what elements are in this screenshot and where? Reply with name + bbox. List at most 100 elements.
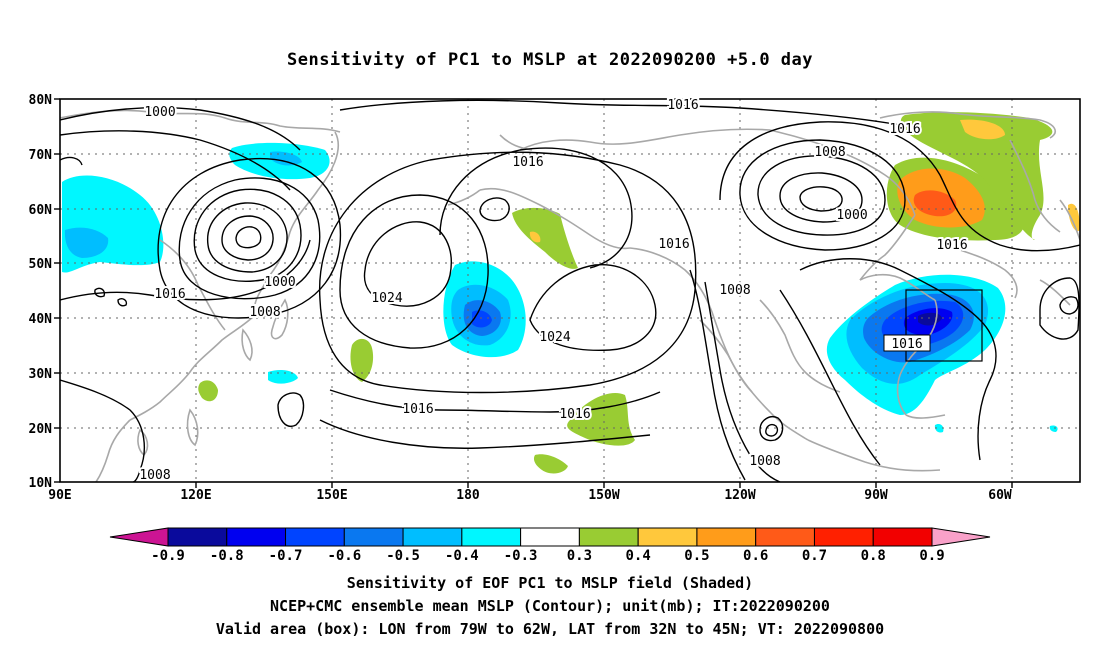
contour-1016-top <box>339 99 901 126</box>
negative-region-siberia-inner <box>64 227 109 258</box>
contour-pac-1016-south <box>329 389 661 413</box>
caption-line-1: Sensitivity of EOF PC1 to MSLP field (Sh… <box>346 574 754 592</box>
colorbar-low-end <box>109 527 169 547</box>
lon-label: 60W <box>988 488 1012 503</box>
contour-mid-1008-b <box>689 269 746 481</box>
contour-nw-small <box>60 156 83 166</box>
contour-mexico-ring <box>759 416 784 442</box>
contour-label: 1016 <box>154 287 185 302</box>
lat-label: 50N <box>29 257 53 272</box>
contour-label: 1000 <box>836 208 867 223</box>
contour-label: 1024 <box>539 330 570 345</box>
lon-label: 150W <box>588 488 619 503</box>
negative-region-japan-south <box>268 370 298 384</box>
contour-small-2 <box>94 287 106 298</box>
contour-np-1016-ring <box>439 147 633 269</box>
contour-na-low-outer <box>739 139 906 251</box>
lon-label: 90W <box>864 488 888 503</box>
colorbar-label: 0.9 <box>919 548 944 564</box>
contour-na-low-core <box>799 186 843 212</box>
contour-label: 1016 <box>889 122 920 137</box>
negative-region-siberia <box>62 175 164 273</box>
box-label-frame <box>883 334 931 352</box>
lon-label: 90E <box>48 488 71 503</box>
lat-label: 10N <box>29 476 53 491</box>
lon-label: 120W <box>724 488 755 503</box>
lon-label: 120E <box>180 488 211 503</box>
contour-label: 1008 <box>814 145 845 160</box>
contour-1000-west <box>60 106 301 151</box>
colorbar-swatch <box>343 527 404 547</box>
contour-label: 1008 <box>749 454 780 469</box>
positive-region-west-pacific <box>350 338 374 382</box>
colorbar-swatch <box>402 527 463 547</box>
sensitivity-shading <box>62 112 1080 474</box>
positive-region-alaska <box>512 207 578 269</box>
colorbar-label: -0.8 <box>210 548 244 564</box>
contour-small-1 <box>117 298 128 307</box>
contour-label: 1008 <box>719 283 750 298</box>
lon-label: 180 <box>456 488 480 503</box>
colorbar-label: 0.5 <box>684 548 709 564</box>
positive-region-greenland <box>900 112 1053 240</box>
negative-region-bering-inner <box>270 151 302 166</box>
contour-pac-1024-east <box>529 264 657 352</box>
contour-1008-west <box>60 130 291 191</box>
caption-line-2: NCEP+CMC ensemble mean MSLP (Contour); u… <box>270 597 830 615</box>
contour-label: 1008 <box>249 305 280 320</box>
lat-label: 80N <box>29 93 53 108</box>
lat-label: 70N <box>29 148 53 163</box>
colorbar-label: -0.5 <box>386 548 420 564</box>
colorbar-label: 0.4 <box>626 548 651 564</box>
valid-area-box <box>905 289 983 362</box>
contour-mid-1008 <box>704 281 781 482</box>
contour-pac-1024-west <box>363 221 452 307</box>
positive-region-hawaii <box>567 392 635 446</box>
contour-us-1016-b <box>779 289 881 466</box>
colorbar-swatch <box>285 527 345 547</box>
colorbar-label: 0.3 <box>567 548 592 564</box>
contour-asia-low-core <box>235 226 262 249</box>
colorbar-label: 0.8 <box>861 548 886 564</box>
colorbar-swatch <box>813 527 874 547</box>
contour-label: 1016 <box>512 155 543 170</box>
colorbar-label: -0.4 <box>445 548 479 564</box>
contour-us-1016 <box>799 258 997 461</box>
contour-asia-1008-outer <box>157 158 342 319</box>
colorbar-swatch <box>520 527 580 547</box>
lat-ticks <box>54 98 1013 488</box>
colorbar-swatch <box>226 527 287 547</box>
contour-label: 1008 <box>139 468 170 483</box>
colorbar-swatch <box>637 527 698 547</box>
colorbar-swatch <box>696 527 757 547</box>
colorbar-swatch <box>167 527 228 547</box>
colorbar-label: -0.3 <box>504 548 538 564</box>
colorbar-swatch <box>461 527 522 547</box>
lon-label: 150E <box>316 488 347 503</box>
contour-na-low-inner <box>779 172 863 223</box>
box-contour-label: 1016 <box>891 337 922 352</box>
contour-na-1016 <box>719 121 1080 252</box>
contour-labels: 1000 1016 1016 1016 1008 1000 1016 1000 … <box>137 96 969 485</box>
contour-pac-1016-west <box>339 194 489 349</box>
positive-region-alaska-yellow <box>529 231 541 243</box>
lat-label: 40N <box>29 312 53 327</box>
lat-label: 30N <box>29 367 53 382</box>
positive-region-south-pacific <box>533 454 568 474</box>
contour-asia-low-outer <box>193 188 302 282</box>
colorbar-swatch <box>872 527 933 547</box>
contour-mexico-ring-inner <box>765 423 779 437</box>
lat-label: 20N <box>29 422 53 437</box>
latitude-labels: 80N 70N 60N 50N 40N 30N 20N 10N <box>29 93 53 491</box>
contour-asia-1000-outer <box>178 177 321 300</box>
colorbar-swatch <box>578 527 639 547</box>
contour-japan-ring <box>277 392 305 427</box>
contour-label: 1016 <box>667 98 698 113</box>
mslp-contours <box>60 99 1080 482</box>
contour-label: 1000 <box>144 105 175 120</box>
colorbar-high-end <box>931 527 991 547</box>
contour-pac-south <box>319 419 651 449</box>
colorbar-label: -0.7 <box>269 548 303 564</box>
lat-label: 60N <box>29 203 53 218</box>
